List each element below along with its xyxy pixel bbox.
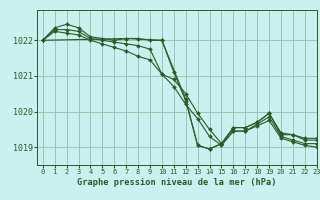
X-axis label: Graphe pression niveau de la mer (hPa): Graphe pression niveau de la mer (hPa) — [77, 178, 276, 187]
